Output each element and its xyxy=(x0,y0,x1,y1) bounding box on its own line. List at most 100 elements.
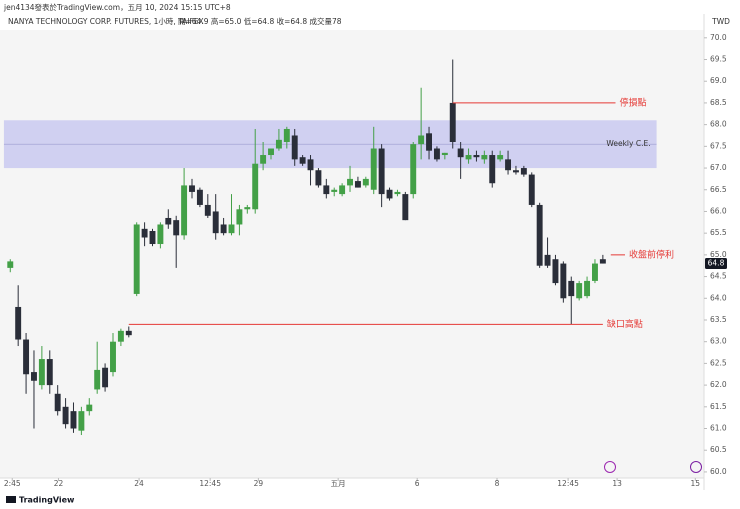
candle-body xyxy=(236,209,243,225)
candle-body xyxy=(94,369,101,390)
candle-body xyxy=(117,330,124,342)
y-tick-label: 64.0 xyxy=(710,293,727,302)
y-tick-label: 70.0 xyxy=(710,33,727,42)
candle-body xyxy=(331,189,338,192)
candle-body xyxy=(157,224,164,245)
y-tick-label: 68.5 xyxy=(710,98,727,107)
scroll-icon[interactable] xyxy=(690,461,702,473)
ohlc-header: 開=64.9 高=65.0 低=64.8 收=64.8 成交量78 xyxy=(178,16,342,26)
candle-body xyxy=(489,155,496,184)
brand: TradingView xyxy=(19,496,75,505)
candle-body xyxy=(212,211,219,234)
candle-body xyxy=(204,204,211,216)
x-tick-label: 22 xyxy=(54,479,64,488)
candle-body xyxy=(576,283,583,299)
y-tick-label: 63.0 xyxy=(710,337,727,346)
candle-body xyxy=(362,178,369,186)
candle-body xyxy=(497,155,504,160)
candle-body xyxy=(544,254,551,266)
candle-body xyxy=(46,359,53,386)
candle-body xyxy=(354,181,361,188)
x-tick-label: 五月 xyxy=(331,479,346,488)
candle-body xyxy=(125,330,132,336)
last-price-badge xyxy=(705,258,727,270)
last-price-label: 64.8 xyxy=(708,259,725,268)
plot-area xyxy=(0,30,704,478)
y-tick-label: 60.5 xyxy=(710,445,727,454)
annotation-label: 缺口高點 xyxy=(607,318,643,330)
candle-body xyxy=(457,148,464,158)
x-tick-label: 29 xyxy=(254,479,264,488)
candle-body xyxy=(433,148,440,160)
candle-body xyxy=(31,372,37,381)
candle-body xyxy=(181,185,188,236)
candle-body xyxy=(568,280,575,297)
candle-body xyxy=(560,263,567,299)
candle-body xyxy=(268,148,274,156)
y-tick-label: 64.5 xyxy=(710,272,727,281)
candle-body xyxy=(70,411,77,429)
candle-body xyxy=(299,157,306,164)
candle-body xyxy=(378,148,385,195)
candle-body xyxy=(196,189,203,205)
candle-body xyxy=(394,191,401,195)
x-tick-label: 12:45 xyxy=(557,479,579,488)
candle-body xyxy=(347,178,353,186)
candle-body xyxy=(252,163,259,210)
candle-body xyxy=(133,224,140,294)
y-tick-label: 61.5 xyxy=(710,402,727,411)
candle-body xyxy=(165,217,172,225)
x-tick-label: 12:45 xyxy=(199,479,221,488)
x-tick-label: 8 xyxy=(495,479,500,488)
candle-body xyxy=(528,174,535,205)
candle-body xyxy=(441,152,448,156)
x-tick-label: 2:45 xyxy=(4,479,21,488)
brand-logo xyxy=(6,496,16,503)
y-tick-label: 61.0 xyxy=(710,424,727,433)
plot-layer: 60.0 60.5 61.0 61.5 62.0 62.5 63.0 63.5 64.0 64.5… xyxy=(4,33,727,488)
candle-body xyxy=(481,155,488,160)
y-tick-label: 66.5 xyxy=(710,185,727,194)
y-tick-label: 68.0 xyxy=(710,120,727,129)
candle-body xyxy=(449,102,456,142)
candle-body xyxy=(54,393,61,412)
chart-title: NANYA TECHNOLOGY CORP. FUTURES, 1小時, TAI… xyxy=(8,17,204,26)
candle-body xyxy=(465,155,472,160)
y-tick-label: 66.0 xyxy=(710,206,727,215)
event-icon[interactable] xyxy=(604,461,616,473)
candle-body xyxy=(315,170,322,186)
candle-body xyxy=(552,259,559,284)
x-tick-label: 13 xyxy=(612,479,622,488)
candle-body xyxy=(78,411,85,431)
candle-body xyxy=(23,339,30,375)
y-tick-label: 69.5 xyxy=(710,55,727,64)
candle-body xyxy=(291,135,298,160)
candle-body xyxy=(260,155,267,164)
candle-body xyxy=(38,359,45,386)
candle-body xyxy=(410,144,417,195)
candle-body xyxy=(15,306,22,340)
candle-body xyxy=(189,185,195,192)
candle-body xyxy=(220,224,227,234)
y-tick-label: 67.5 xyxy=(710,141,727,150)
y-tick-label: 63.5 xyxy=(710,315,727,324)
candle-body xyxy=(307,159,314,171)
x-tick-label: 6 xyxy=(415,479,420,488)
zone-label: Weekly C.E. xyxy=(606,139,650,148)
candle-body xyxy=(520,168,527,175)
candle-body xyxy=(86,404,93,412)
candle-body xyxy=(228,224,235,234)
candle-body xyxy=(339,185,346,195)
candle-body xyxy=(473,155,480,158)
y-tick-label: 65.0 xyxy=(710,250,727,259)
candle-body xyxy=(7,261,14,268)
candle-body xyxy=(418,135,425,145)
y-tick-label: 62.0 xyxy=(710,380,727,389)
currency: TWD xyxy=(711,17,730,26)
candle-body xyxy=(386,189,393,199)
y-tick-label: 69.0 xyxy=(710,76,727,85)
candle-body xyxy=(505,159,512,171)
y-tick-label: 67.0 xyxy=(710,163,727,172)
candle-body xyxy=(370,148,377,190)
